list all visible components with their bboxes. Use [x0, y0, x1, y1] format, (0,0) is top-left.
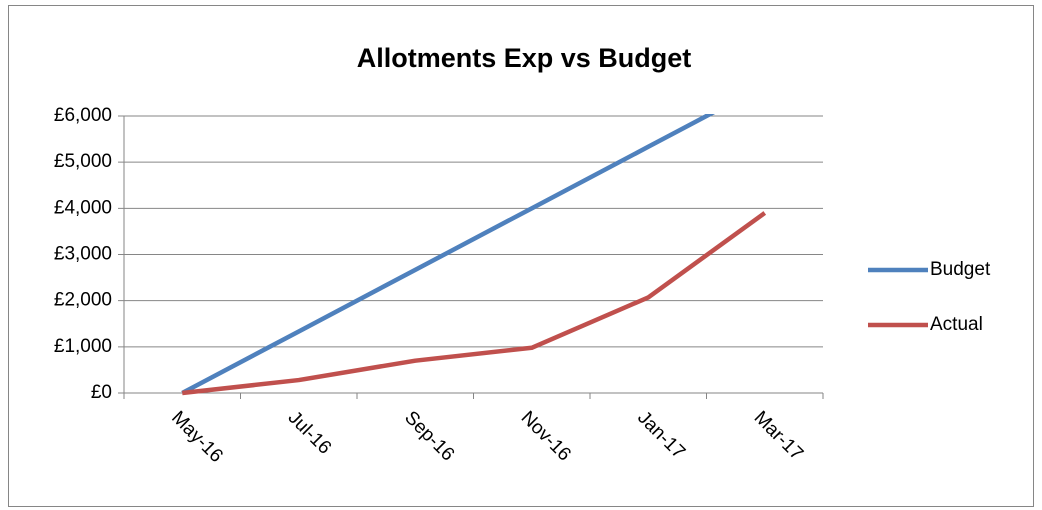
y-tick-label: £1,000	[54, 336, 112, 357]
series-line	[182, 211, 767, 396]
chart-title: Allotments Exp vs Budget	[357, 43, 692, 73]
y-tick-label: £2,000	[54, 290, 112, 311]
y-tick-label: £6,000	[54, 105, 112, 126]
series-line	[181, 114, 716, 395]
y-tick-label: £3,000	[54, 244, 112, 265]
legend-label: Actual	[930, 314, 983, 335]
chart-border	[8, 5, 1034, 507]
y-tick-label: £0	[91, 382, 112, 403]
y-tick-label: £5,000	[54, 151, 112, 172]
legend-label: Budget	[930, 259, 991, 280]
plot-area	[181, 114, 767, 396]
y-tick-label: £4,000	[54, 197, 112, 218]
